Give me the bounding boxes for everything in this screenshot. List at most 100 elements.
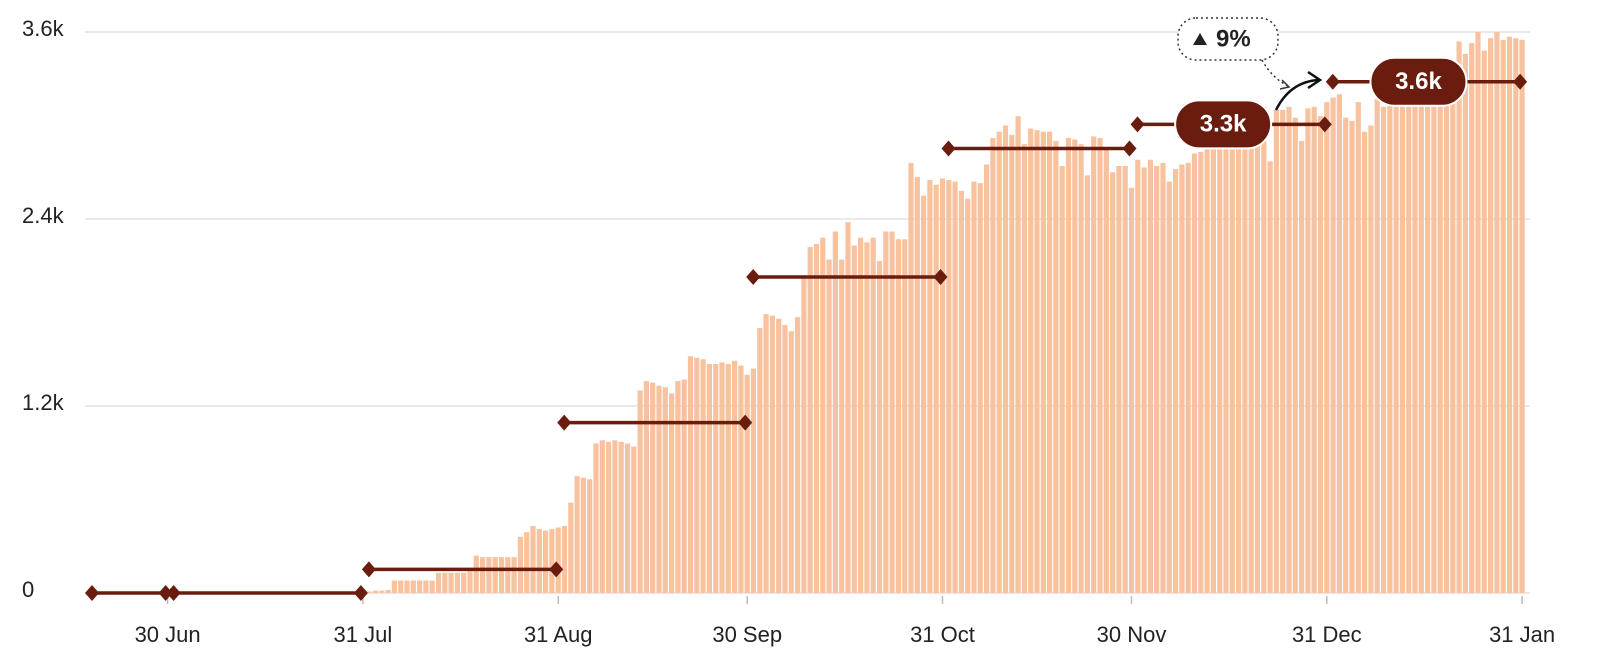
bar: [952, 181, 958, 593]
bar: [700, 359, 706, 593]
bar: [996, 131, 1002, 593]
annotation-bubble: [1177, 17, 1279, 61]
bar: [864, 242, 870, 593]
bar: [1034, 130, 1040, 594]
bar: [417, 580, 423, 593]
bar: [656, 385, 662, 593]
bar: [927, 180, 933, 593]
bar: [1311, 106, 1317, 594]
bar: [543, 530, 549, 593]
bar: [1418, 63, 1424, 593]
bar: [839, 259, 845, 593]
bar: [744, 374, 750, 593]
bar: [1128, 187, 1135, 594]
bar: [435, 572, 442, 593]
bar: [391, 580, 397, 593]
bar: [675, 381, 681, 593]
bar: [858, 237, 864, 593]
bar: [1028, 128, 1034, 593]
bar: [1091, 136, 1097, 594]
bar: [448, 572, 454, 593]
annotation-pointer-head: [1279, 79, 1291, 90]
bar: [593, 443, 599, 593]
bar: [1343, 117, 1349, 593]
x-tick-label: 31 Jan: [1489, 622, 1555, 647]
bar: [1248, 125, 1254, 593]
bar: [914, 176, 920, 594]
bar: [1349, 120, 1355, 593]
bar: [1040, 131, 1046, 593]
bar: [1135, 159, 1141, 594]
bar: [990, 137, 996, 593]
bar: [1116, 166, 1122, 593]
bar: [505, 557, 511, 593]
bar: [1173, 169, 1179, 593]
x-tick-label: 30 Sep: [712, 622, 782, 647]
bar: [832, 231, 838, 593]
annotation: 9%: [1177, 17, 1323, 111]
bar: [1506, 36, 1513, 594]
bar: [933, 184, 939, 593]
bar: [511, 557, 517, 593]
bar: [1292, 117, 1298, 593]
change-arrow: [1274, 78, 1319, 111]
bar: [1330, 97, 1336, 593]
bar: [480, 557, 486, 593]
bar: [795, 317, 801, 593]
bar: [612, 440, 618, 593]
bar: [870, 237, 876, 593]
bar: [826, 259, 832, 593]
bar: [662, 387, 668, 593]
bar: [921, 195, 927, 593]
bar: [467, 571, 473, 593]
bar: [606, 441, 612, 593]
monthly-marker: [353, 585, 368, 601]
bar: [939, 178, 946, 593]
bar: [568, 502, 574, 593]
annotation-text: 9%: [1216, 25, 1251, 52]
monthly-marker: [158, 585, 173, 601]
bar: [1380, 106, 1387, 594]
bar: [1122, 166, 1128, 593]
bar: [650, 382, 656, 593]
bar: [492, 557, 498, 593]
bar: [1009, 134, 1015, 593]
bar: [624, 443, 631, 593]
bar: [1267, 161, 1273, 593]
bar: [1072, 139, 1078, 593]
bar: [1053, 141, 1059, 594]
bar: [1317, 116, 1324, 594]
bar: [1450, 60, 1456, 594]
value-label-pill: [1369, 56, 1468, 107]
bar: [889, 231, 895, 593]
value-label-pill: [1174, 99, 1273, 150]
x-tick-label: 30 Nov: [1097, 622, 1167, 647]
bar: [1065, 137, 1072, 593]
monthly-marker: [166, 585, 181, 601]
bar: [782, 324, 788, 593]
bar: [1160, 162, 1166, 593]
bar: [895, 239, 901, 593]
bar: [1368, 125, 1374, 593]
bar: [1481, 50, 1487, 593]
bar: [1191, 153, 1198, 594]
bar: [876, 261, 883, 593]
bar: [776, 318, 782, 593]
monthly-marker: [738, 414, 753, 431]
bar: [1500, 39, 1506, 593]
bar: [813, 243, 820, 593]
up-triangle: [1193, 33, 1207, 45]
bar: [1204, 145, 1210, 593]
bar: [1198, 151, 1204, 593]
bar: [1047, 131, 1053, 593]
bar: [372, 590, 379, 593]
bar: [1336, 94, 1342, 593]
bar: [946, 180, 952, 593]
bar: [461, 572, 467, 593]
monthly-marker: [933, 268, 948, 285]
bar: [454, 572, 460, 593]
bar: [637, 390, 643, 593]
bar: [902, 239, 908, 593]
bar: [1154, 166, 1160, 593]
